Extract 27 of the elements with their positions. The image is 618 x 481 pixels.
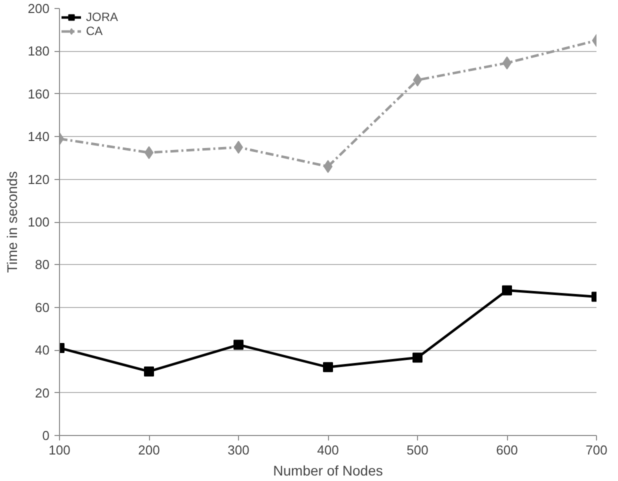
point bbox=[502, 285, 512, 296]
y-tick-label: 20 bbox=[35, 385, 50, 400]
point bbox=[323, 362, 333, 372]
y-axis-title: Time in seconds bbox=[4, 171, 20, 273]
y-tick-label: 60 bbox=[35, 300, 50, 315]
y-tick-label: 180 bbox=[28, 44, 50, 59]
y-tick-label: 0 bbox=[42, 428, 50, 443]
point bbox=[234, 340, 244, 350]
x-axis-title: Number of Nodes bbox=[273, 462, 383, 478]
legend-label: JORA bbox=[86, 10, 118, 24]
x-tick-label: 700 bbox=[586, 442, 608, 458]
y-tick-label: 160 bbox=[28, 86, 50, 102]
x-tick-label: 600 bbox=[496, 442, 518, 458]
y-tick-label: 140 bbox=[28, 129, 50, 144]
y-tick-label: 80 bbox=[35, 257, 50, 272]
x-tick-label: 400 bbox=[317, 442, 339, 458]
x-tick-label: 500 bbox=[406, 442, 428, 458]
x-tick-label: 100 bbox=[48, 442, 70, 458]
y-tick-label: 40 bbox=[35, 342, 50, 358]
x-tick-label: 300 bbox=[228, 442, 250, 458]
point bbox=[412, 352, 422, 363]
y-tick-label: 200 bbox=[28, 1, 50, 16]
legend-label: CA bbox=[86, 24, 104, 38]
point bbox=[144, 366, 154, 376]
y-tick-label: 120 bbox=[28, 172, 50, 187]
y-tick-label: 100 bbox=[28, 214, 50, 230]
x-tick-label: 200 bbox=[138, 442, 160, 458]
